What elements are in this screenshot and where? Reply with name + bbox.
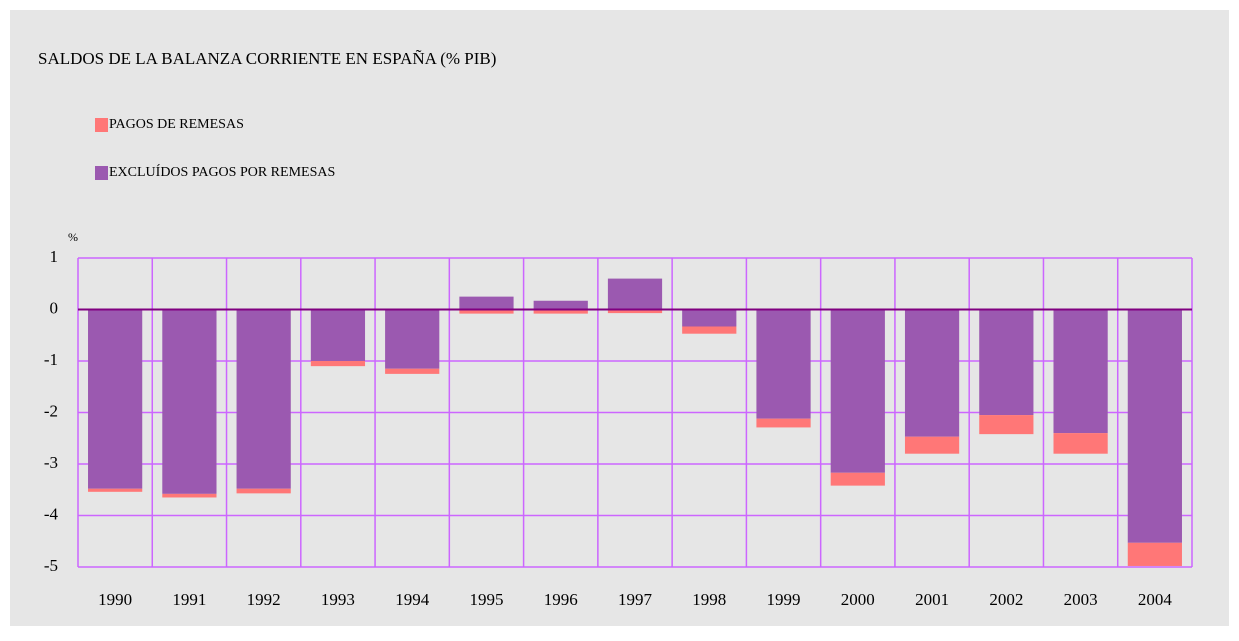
bar-segment xyxy=(533,309,588,314)
legend-swatch xyxy=(95,118,108,132)
bar-segment xyxy=(756,309,811,419)
legend-swatch xyxy=(95,166,108,180)
bar-segment xyxy=(533,300,588,310)
y-tick-label: -5 xyxy=(44,556,58,575)
bar-segment xyxy=(904,309,960,437)
bar-segment xyxy=(385,309,440,369)
legend-label: PAGOS DE REMESAS xyxy=(109,117,244,132)
x-tick-label: 1999 xyxy=(767,590,801,609)
y-tick-label: 0 xyxy=(50,298,59,317)
bar-segment xyxy=(1127,542,1182,566)
bar-segment xyxy=(830,309,885,473)
x-tick-label: 1991 xyxy=(172,590,206,609)
bar-segment xyxy=(88,309,143,489)
bar-segment xyxy=(682,309,737,327)
x-tick-label: 1997 xyxy=(618,590,653,609)
bar-segment xyxy=(310,309,366,361)
bar-segment xyxy=(1127,309,1182,543)
bar-segment xyxy=(459,309,514,314)
bar-segment xyxy=(459,296,514,310)
x-tick-label: 2003 xyxy=(1064,590,1098,609)
bar-segment xyxy=(236,488,291,494)
legend-label: EXCLUÍDOS PAGOS POR REMESAS xyxy=(109,163,335,180)
bar-segment xyxy=(162,309,217,494)
y-tick-label: -2 xyxy=(44,401,58,420)
bar-segment xyxy=(904,436,960,454)
bar-segment xyxy=(756,418,811,428)
bar-segment xyxy=(979,309,1034,416)
x-tick-label: 1996 xyxy=(544,590,578,609)
bar-segment xyxy=(385,368,440,374)
bar-segment xyxy=(88,488,143,492)
bar-segment xyxy=(607,278,663,310)
bar-segment xyxy=(830,472,885,486)
chart-title: SALDOS DE LA BALANZA CORRIENTE EN ESPAÑA… xyxy=(38,49,496,68)
y-axis-label: % xyxy=(68,230,78,244)
bar-segment xyxy=(1053,309,1108,434)
bar-segment xyxy=(979,415,1034,435)
x-tick-label: 1990 xyxy=(98,590,132,609)
bar-segment xyxy=(236,309,291,489)
x-tick-label: 1992 xyxy=(247,590,281,609)
bar-segment xyxy=(310,361,366,367)
x-tick-label: 2001 xyxy=(915,590,949,609)
x-tick-label: 1994 xyxy=(395,590,430,609)
y-tick-label: -4 xyxy=(44,504,59,523)
x-tick-label: 1998 xyxy=(692,590,726,609)
bar-segment xyxy=(607,309,663,314)
y-tick-label: -3 xyxy=(44,453,58,472)
x-tick-label: 1995 xyxy=(469,590,503,609)
y-tick-label: 1 xyxy=(50,247,59,266)
x-tick-label: 2000 xyxy=(841,590,875,609)
bar-segment xyxy=(682,326,737,334)
bar-segment xyxy=(1053,433,1108,454)
x-tick-label: 2004 xyxy=(1138,590,1173,609)
x-tick-label: 1993 xyxy=(321,590,355,609)
y-tick-label: -1 xyxy=(44,350,58,369)
bar-segment xyxy=(162,493,217,498)
x-tick-label: 2002 xyxy=(989,590,1023,609)
